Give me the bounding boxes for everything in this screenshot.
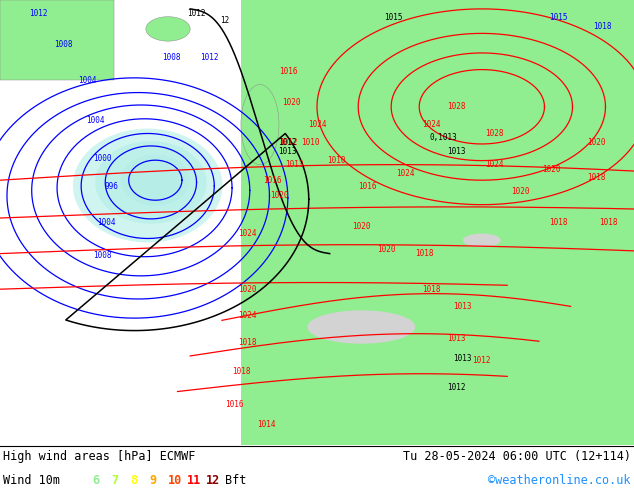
Ellipse shape (463, 234, 501, 247)
Text: 1018: 1018 (599, 218, 618, 227)
Ellipse shape (95, 141, 207, 224)
Text: 1012: 1012 (447, 383, 466, 392)
Text: 1028: 1028 (447, 102, 466, 111)
Text: 1018: 1018 (422, 285, 441, 294)
Text: 1015: 1015 (384, 13, 403, 23)
Text: 12: 12 (206, 473, 220, 487)
Text: 1016: 1016 (358, 182, 377, 192)
FancyBboxPatch shape (241, 347, 634, 445)
Text: 1016: 1016 (279, 67, 298, 75)
Text: 12: 12 (221, 16, 230, 24)
Text: 1013: 1013 (285, 160, 304, 169)
Text: 10: 10 (168, 473, 182, 487)
Text: 1018: 1018 (593, 22, 612, 31)
Text: 1010: 1010 (327, 156, 346, 165)
Ellipse shape (307, 310, 415, 343)
Text: ©weatheronline.co.uk: ©weatheronline.co.uk (488, 473, 631, 487)
Text: 1020: 1020 (510, 187, 529, 196)
Text: 1018: 1018 (586, 173, 605, 182)
Text: Wind 10m: Wind 10m (3, 473, 60, 487)
Text: 1012: 1012 (29, 9, 48, 18)
Text: 1024: 1024 (307, 120, 327, 129)
Text: 1020: 1020 (377, 245, 396, 254)
Text: 7: 7 (111, 473, 118, 487)
Text: 0,1013: 0,1013 (430, 133, 458, 143)
Text: 1012: 1012 (472, 356, 491, 365)
Text: 1020: 1020 (352, 222, 371, 231)
Text: 6: 6 (92, 473, 99, 487)
Text: 1004: 1004 (78, 75, 97, 85)
Text: 1004: 1004 (97, 218, 116, 227)
Text: 1024: 1024 (485, 160, 504, 169)
Text: 1016: 1016 (263, 176, 282, 185)
Text: 1018: 1018 (415, 249, 434, 258)
Text: 1004: 1004 (86, 116, 105, 124)
Text: 1024: 1024 (422, 120, 441, 129)
Text: High wind areas [hPa] ECMWF: High wind areas [hPa] ECMWF (3, 450, 195, 463)
FancyBboxPatch shape (0, 0, 114, 80)
Text: 11: 11 (187, 473, 201, 487)
Text: 1013: 1013 (447, 334, 466, 343)
Text: 1008: 1008 (162, 53, 181, 62)
Text: 1012: 1012 (200, 53, 219, 62)
Text: 1020: 1020 (269, 191, 288, 200)
Text: 9: 9 (149, 473, 156, 487)
Text: 1016: 1016 (225, 400, 244, 409)
Text: 1008: 1008 (93, 251, 112, 260)
Text: 996: 996 (104, 182, 118, 192)
Text: 1018: 1018 (231, 367, 250, 376)
Ellipse shape (120, 154, 190, 206)
Text: 1014: 1014 (257, 420, 276, 429)
Text: 1024: 1024 (238, 229, 257, 238)
Text: 1013: 1013 (278, 147, 297, 156)
Ellipse shape (241, 85, 279, 165)
Text: 1008: 1008 (54, 40, 73, 49)
Text: 1012: 1012 (278, 138, 297, 147)
Text: 1020: 1020 (542, 165, 561, 173)
Text: 1013: 1013 (453, 354, 472, 363)
Text: 1000: 1000 (93, 154, 112, 163)
Text: 1018: 1018 (548, 218, 567, 227)
Ellipse shape (146, 17, 190, 41)
Text: Tu 28-05-2024 06:00 UTC (12+114): Tu 28-05-2024 06:00 UTC (12+114) (403, 450, 631, 463)
Text: 8: 8 (130, 473, 137, 487)
Text: Bft: Bft (225, 473, 247, 487)
Text: 1010: 1010 (301, 138, 320, 147)
Text: 1012: 1012 (187, 9, 206, 18)
Text: 1024: 1024 (238, 311, 257, 320)
Text: 1024: 1024 (396, 169, 415, 178)
Text: 1020: 1020 (586, 138, 605, 147)
Text: 1012: 1012 (279, 138, 298, 147)
FancyBboxPatch shape (241, 0, 634, 445)
Text: 1028: 1028 (485, 129, 504, 138)
Text: 1020: 1020 (282, 98, 301, 107)
Text: 1018: 1018 (238, 338, 257, 347)
Ellipse shape (73, 128, 223, 243)
Text: 1013: 1013 (447, 147, 466, 156)
Text: 1015: 1015 (548, 13, 567, 23)
Text: 1013: 1013 (453, 302, 472, 312)
Text: 1020: 1020 (238, 285, 257, 294)
